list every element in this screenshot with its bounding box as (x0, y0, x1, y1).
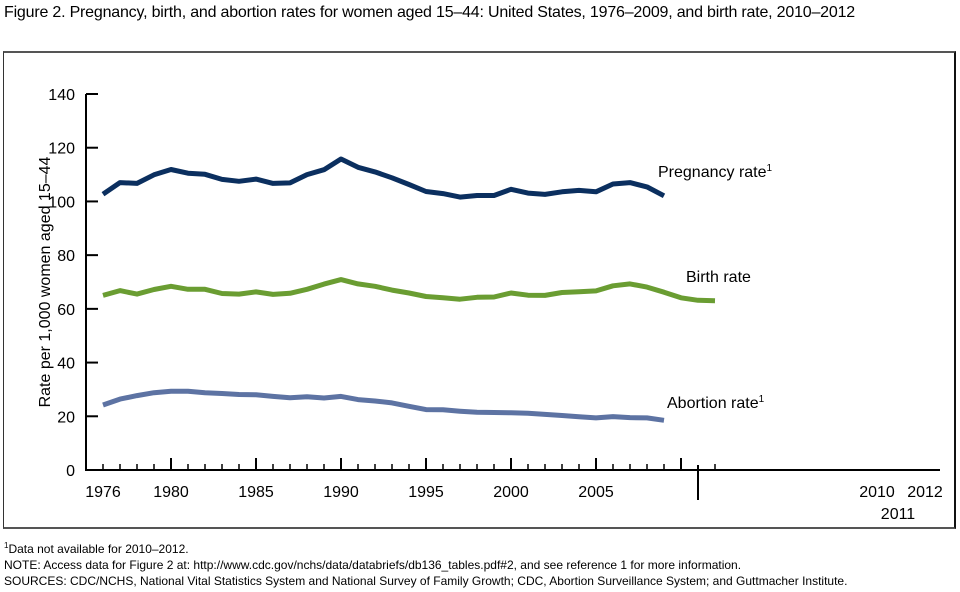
x-tick-label: 1980 (153, 484, 189, 501)
figure-title: Figure 2. Pregnancy, birth, and abortion… (4, 4, 855, 21)
y-tick-label: 40 (57, 356, 75, 373)
y-tick-label: 120 (48, 141, 75, 158)
x-tick-label: 2012 (907, 484, 943, 501)
y-axis-title: Rate per 1,000 women aged 15–44 (37, 156, 54, 407)
x-tick-label: 1990 (323, 484, 359, 501)
x-tick-label: 1995 (408, 484, 444, 501)
series-labels: Pregnancy rate1 Birth rate Abortion rate1 (658, 163, 773, 412)
x-axis: 1976 1980 1985 1990 1995 2000 2005 2010 2011 2012 (85, 458, 943, 523)
abortion-rate-label: Abortion rate1 (667, 394, 765, 412)
y-tick-label: 80 (57, 248, 75, 265)
x-tick-label: 1985 (238, 484, 274, 501)
footnote-1: 1Data not available for 2010–2012. (4, 541, 189, 557)
chart-frame (3, 51, 956, 529)
y-tick-label: 60 (57, 302, 75, 319)
y-tick-label: 20 (57, 409, 75, 426)
footnotes: 1Data not available for 2010–2012. NOTE:… (4, 541, 847, 589)
birth-rate-label: Birth rate (686, 269, 751, 286)
birth-rate-line (102, 277, 716, 304)
x-tick-label: 2011 (881, 506, 916, 523)
x-tick-label: 2010 (859, 484, 895, 501)
sources-text: SOURCES: CDC/NCHS, National Vital Statis… (4, 574, 848, 588)
x-tick-label: 2005 (578, 484, 614, 501)
pregnancy-rate-line (101, 156, 666, 200)
y-axis: 0 20 40 60 80 100 120 140 (48, 87, 98, 480)
x-tick-label: 1976 (85, 484, 121, 501)
abortion-rate-line (102, 388, 665, 423)
y-axis-label: Rate per 1,000 women aged 15–44 (37, 156, 54, 407)
note-text: NOTE: Access data for Figure 2 at: http:… (4, 558, 742, 572)
series-lines (101, 156, 716, 423)
y-tick-label: 0 (66, 463, 75, 480)
pregnancy-rate-label: Pregnancy rate1 (658, 163, 773, 181)
x-tick-label: 2000 (493, 484, 529, 501)
y-tick-label: 100 (48, 194, 75, 211)
y-tick-label: 140 (48, 87, 75, 104)
